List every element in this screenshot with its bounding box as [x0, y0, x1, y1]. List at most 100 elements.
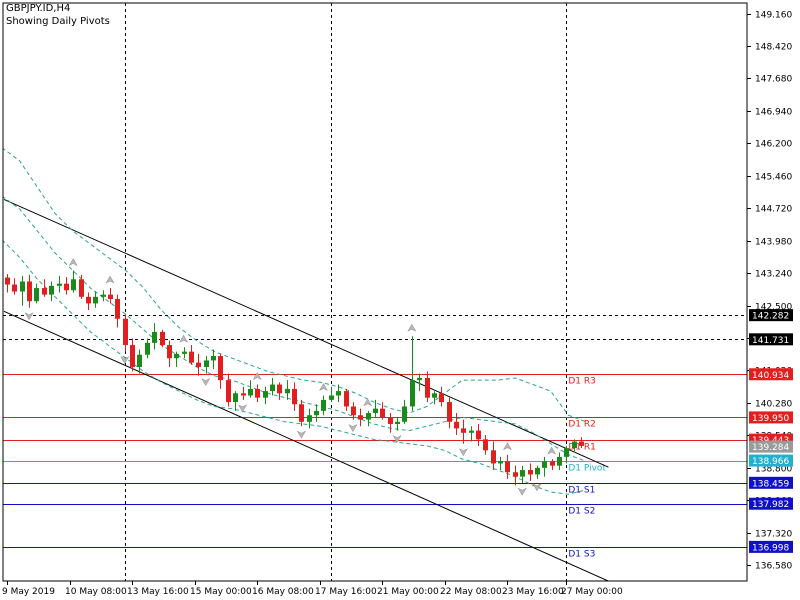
candle-body: [12, 284, 17, 292]
pivot-value-badge: 136.998: [752, 543, 789, 553]
x-tick-label: 10 May 08:00: [65, 587, 127, 597]
candle-body: [461, 428, 466, 433]
candle-body: [491, 450, 496, 464]
candle: [579, 437, 584, 449]
candle-body: [263, 391, 268, 398]
pivot-value-badge: 139.950: [752, 414, 789, 424]
candle-body: [248, 388, 253, 396]
candle: [196, 353, 201, 376]
bollinger-lower-band: [3, 240, 587, 495]
candle-body: [307, 415, 312, 422]
candle-body: [314, 410, 319, 416]
candle: [226, 373, 231, 407]
candle: [285, 380, 290, 400]
dotted-level-badge-bg: [749, 309, 793, 322]
candle-body: [101, 294, 106, 297]
candle-body: [71, 279, 76, 291]
candle: [160, 329, 165, 348]
candle: [71, 270, 76, 293]
candle: [469, 426, 474, 442]
x-tick-label: 21 May 00:00: [377, 587, 439, 597]
x-tick-label: 13 May 16:00: [127, 587, 189, 597]
fractal-down-marker: [517, 487, 527, 496]
y-tick-label: 143.240: [755, 270, 792, 280]
y-tick-label: 136.580: [755, 562, 792, 572]
candle: [86, 292, 91, 310]
candle: [491, 441, 496, 471]
channel-line: [3, 310, 609, 581]
candle: [152, 323, 157, 350]
y-tick-label: 138.800: [755, 465, 792, 475]
candle: [483, 434, 488, 455]
candle: [42, 279, 47, 297]
candle: [395, 417, 400, 431]
candle: [211, 349, 216, 370]
fractal-up-marker: [318, 382, 329, 392]
chart-title-block: GBPJPY.ID,H4 Showing Daily Pivots: [6, 2, 110, 28]
candle-body: [358, 415, 363, 420]
pivot-value-badge-bg: [749, 368, 793, 381]
candle: [115, 294, 120, 328]
dotted-level-badge-bg: [749, 333, 793, 346]
candle-body: [115, 299, 120, 319]
pivot-label: D1 S2: [568, 507, 595, 517]
y-tick-label: 137.320: [755, 530, 792, 540]
bollinger-middle-band: [3, 196, 587, 462]
candle: [277, 382, 282, 400]
y-tick-label: 144.720: [755, 205, 792, 215]
candle-body: [388, 417, 393, 425]
dotted-level-badge: 141.731: [752, 336, 789, 346]
pivot-value-badge: 137.982: [752, 500, 789, 510]
candle-body: [292, 388, 297, 405]
pivot-label: D1 S3: [568, 550, 595, 560]
fractal-up-marker: [68, 258, 78, 267]
x-tick-label: 17 May 16:00: [315, 587, 377, 597]
candle: [108, 288, 113, 304]
candle: [57, 275, 62, 293]
pivot-value-badge-bg: [749, 540, 793, 553]
candle-body: [174, 353, 179, 359]
y-tick-label: 143.980: [755, 238, 792, 248]
fractal-up-marker: [407, 323, 417, 332]
x-tick-label: 9 May 2019: [2, 587, 55, 597]
candle: [101, 290, 106, 302]
fractal-down-marker: [296, 430, 307, 439]
dotted-level-badge: 142.282: [752, 312, 789, 322]
candle: [5, 274, 10, 293]
fractal-down-marker: [237, 404, 248, 413]
candle-body: [410, 380, 415, 407]
fractal-up-marker: [105, 275, 115, 284]
candle: [145, 338, 150, 359]
candle-body: [447, 402, 452, 422]
candle: [123, 314, 128, 352]
candle: [270, 377, 275, 396]
candle-body: [255, 388, 260, 398]
fractal-up-marker: [363, 398, 373, 407]
x-tick-label: 22 May 08:00: [440, 587, 502, 597]
candle: [130, 338, 135, 372]
candle: [528, 463, 533, 482]
candle-body: [535, 467, 540, 475]
candle: [233, 391, 238, 411]
candle-body: [137, 354, 142, 367]
candle: [432, 391, 437, 405]
candle: [49, 281, 54, 302]
candle: [321, 395, 326, 416]
candle-body: [425, 377, 430, 398]
candle: [557, 452, 562, 471]
candle-body: [182, 351, 187, 354]
candle-body: [108, 294, 113, 300]
candle: [572, 439, 577, 453]
candle: [189, 345, 194, 365]
candle: [307, 408, 312, 429]
fractal-up-marker: [179, 334, 189, 343]
candle-body: [454, 421, 459, 429]
candle: [498, 456, 503, 471]
candle: [263, 386, 268, 405]
candle-body: [42, 288, 47, 295]
candle-body: [27, 281, 32, 302]
candle-body: [336, 391, 341, 396]
candle-body: [483, 439, 488, 451]
fractal-down-marker: [392, 434, 402, 444]
candle-body: [160, 331, 165, 346]
